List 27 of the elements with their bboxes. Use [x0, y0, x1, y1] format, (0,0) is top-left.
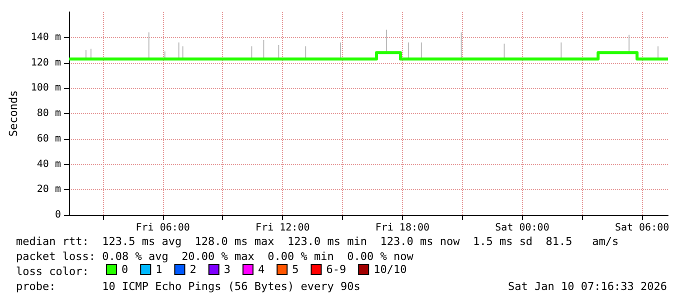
- x-tick-label: Sat 06:00: [614, 222, 670, 234]
- text: packet loss: 0.08 % avg 20.00 % max 0.00 % min 0.00 % now: [16, 250, 414, 263]
- y-tick-label: 100 m: [30, 82, 61, 94]
- y-tick-label: 20 m: [36, 184, 61, 196]
- x-tick-label: Fri 12:00: [256, 222, 310, 234]
- y-tick-label: 80 m: [36, 108, 61, 119]
- y-tick-label: 120 m: [30, 57, 61, 68]
- legend-label: 5: [292, 263, 299, 276]
- y-axis-title: Seconds: [7, 90, 20, 137]
- y-tick-label: 60 m: [36, 133, 61, 144]
- legend-label: 3: [224, 263, 230, 276]
- x-tick-label: Fri 06:00: [136, 222, 190, 234]
- legend-label: 10/10: [374, 263, 407, 276]
- legend-label: 0: [122, 263, 128, 276]
- legend-label: 4: [258, 263, 265, 276]
- x-tick-label: Fri 18:00: [375, 222, 430, 234]
- legend-label: 1: [156, 263, 162, 276]
- y-tick-label: 40 m: [36, 158, 61, 170]
- text: Sat Jan 10 07:16:33 2026: [508, 280, 668, 293]
- y-tick-label: 140 m: [30, 32, 61, 43]
- text: probe: 10 ICMP Echo Pings (56 Bytes) every 90s: [16, 280, 360, 293]
- x-tick-label: Sat 00:00: [495, 222, 550, 234]
- legend-label: 6-9: [326, 263, 346, 276]
- legend-title: loss color:: [16, 265, 89, 278]
- text: median rtt: 123.5 ms avg 128.0 ms max 123.0 ms min 123.0 ms now 1.5 ms sd 81.5 am/s: [16, 235, 619, 248]
- legend-label: 2: [190, 263, 196, 276]
- y-tick-label: 0: [54, 210, 61, 220]
